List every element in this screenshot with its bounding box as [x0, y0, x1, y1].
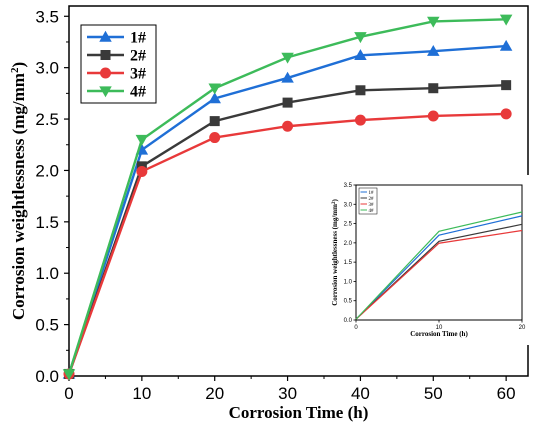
data-point	[427, 110, 439, 122]
inset-x-axis-label: Corrosion Time (h)	[410, 330, 468, 338]
y-tick-label: 1.5	[35, 213, 59, 232]
data-point	[427, 16, 440, 28]
x-tick-label: 50	[424, 384, 443, 403]
inset-y-tick-label: 1.0	[344, 279, 353, 285]
y-tick-label: 2.5	[35, 110, 59, 129]
inset-y-tick-label: 3.0	[344, 202, 353, 208]
legend-marker	[99, 30, 112, 42]
data-point	[427, 44, 440, 56]
x-tick-label: 40	[351, 384, 370, 403]
x-tick-label: 60	[497, 384, 516, 403]
inset-series-3	[355, 229, 523, 320]
inset-y-axis-label: Corrosion weightlessness (mg/mm2)	[331, 199, 339, 306]
legend-label: 3#	[130, 66, 146, 83]
inset-series-4	[355, 211, 523, 320]
main-legend: 1#2#3#4#	[80, 24, 157, 104]
x-tick-label: 20	[205, 384, 224, 403]
series-4	[62, 14, 513, 381]
y-tick-label: 2.0	[35, 161, 59, 180]
inset-legend-label: 4#	[369, 209, 375, 214]
inset-legend-box	[358, 187, 378, 215]
data-point	[209, 132, 221, 144]
data-point	[500, 108, 512, 120]
legend-marker	[100, 67, 111, 79]
inset-series-line	[355, 215, 523, 320]
data-point	[428, 83, 439, 94]
legend-label: 4#	[130, 84, 146, 101]
data-point	[209, 116, 220, 127]
data-point	[208, 83, 221, 95]
data-point	[62, 369, 76, 381]
inset-series-line	[355, 211, 523, 320]
data-point	[354, 49, 367, 61]
y-tick-label: 3.5	[35, 7, 59, 26]
inset-x-tick-label: 0	[354, 325, 358, 331]
legend-label: 2#	[130, 48, 146, 65]
inset-background	[322, 175, 530, 345]
inset-y-tick-label: 1.5	[344, 260, 353, 266]
y-tick-label: 0.0	[35, 367, 59, 386]
y-axis-label: Corrosion weightlessness (mg/mm2)	[9, 62, 28, 320]
data-point	[208, 92, 221, 104]
legend-label: 1#	[130, 30, 146, 47]
data-point	[499, 39, 513, 51]
x-tick-label: 0	[64, 384, 73, 403]
data-point	[281, 71, 294, 83]
inset-series-1	[355, 215, 523, 320]
data-point	[282, 120, 294, 132]
inset-y-tick-label: 0.5	[344, 299, 353, 305]
inset-x-tick-label: 20	[519, 325, 526, 331]
series-1	[62, 39, 513, 379]
inset-x-tick-label: 10	[436, 325, 443, 331]
inset-y-tick-label: 3.5	[344, 183, 353, 189]
data-point	[355, 85, 366, 96]
x-tick-label: 10	[132, 384, 151, 403]
data-point	[135, 134, 149, 146]
main-series-layer	[62, 14, 513, 381]
data-point	[282, 97, 293, 108]
main-plot-frame: 0 10 20 30 40 50 60 0.0 0.5 1.0 1.5 2.0 2.5 3.0 3.5 Cor…	[9, 5, 529, 422]
data-point	[354, 114, 366, 126]
data-point	[499, 14, 513, 26]
data-point	[354, 32, 367, 44]
inset-legend-label: 3#	[369, 203, 375, 208]
inset-y-tick-label: 2.5	[344, 222, 353, 228]
legend-marker	[100, 50, 111, 60]
inset-legend-label: 2#	[369, 197, 375, 202]
inset-y-tick-label: 2.0	[344, 241, 353, 247]
data-point	[136, 165, 148, 177]
x-tick-label: 30	[278, 384, 297, 403]
inset-legend-label: 1#	[369, 191, 375, 196]
legend-marker	[99, 86, 112, 98]
y-tick-label: 3.0	[35, 59, 59, 78]
x-axis-label: Corrosion Time (h)	[229, 403, 369, 422]
y-tick-label: 1.0	[35, 264, 59, 283]
inset-chart: 0 10 20 0.0 0.5 1.0 1.5 2.0 2.5 3.0 3.5 Corrosion T…	[322, 175, 530, 345]
y-tick-label: 0.5	[35, 316, 59, 335]
inset-series-line	[355, 229, 523, 320]
inset-y-tick-label: 0.0	[344, 318, 353, 324]
data-point	[501, 80, 512, 91]
data-point	[281, 52, 294, 64]
